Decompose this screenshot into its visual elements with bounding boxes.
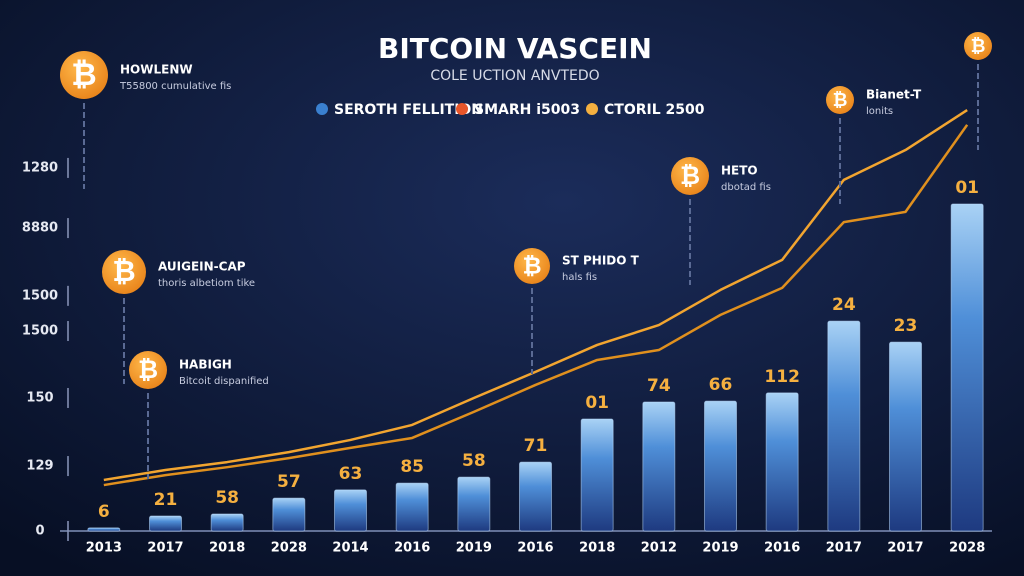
bar: [210, 513, 244, 532]
coin-icon: [964, 32, 992, 60]
coin-glyph: ₿: [71, 57, 96, 93]
annotation-title: ST PHIDO T: [562, 254, 640, 268]
coin-icon: [514, 248, 550, 284]
bar-label: 63: [339, 464, 363, 484]
bar: [87, 527, 121, 532]
x-tick-label: 2016: [517, 541, 553, 556]
annotation-title: HABIGH: [179, 358, 232, 372]
legend-swatch: [316, 103, 328, 115]
annotation-title: AUIGEIN-CAP: [158, 260, 246, 274]
coin-glyph: ₿: [522, 252, 541, 280]
bar: [580, 418, 614, 532]
bar: [395, 482, 429, 532]
chart-subtitle: COLE UCTION ANVTEDO: [430, 68, 599, 84]
x-tick-label: 2018: [209, 541, 245, 556]
y-tick-label: 1500: [22, 288, 58, 303]
legend-label: CTORIL 2500: [604, 102, 705, 118]
bar: [519, 461, 552, 532]
bar-label: 112: [764, 367, 800, 387]
x-tick-label: 2012: [641, 541, 677, 556]
x-tick-label: 2017: [147, 541, 183, 556]
coin-glyph: ₿: [971, 36, 986, 57]
legend-swatch: [456, 103, 468, 115]
legend-swatch: [586, 103, 598, 115]
x-tick-label: 2017: [826, 541, 862, 556]
x-tick-label: 2016: [764, 541, 800, 556]
legend-label: SEROTH FELLITION: [334, 102, 483, 118]
x-tick-label: 2014: [332, 541, 368, 556]
coin-glyph: ₿: [833, 90, 848, 111]
x-tick-label: 2028: [949, 541, 985, 556]
annotation-text: dbotad fis: [721, 182, 771, 193]
legend-label: SMARH i5003: [474, 102, 580, 118]
chart-title: BITCOIN VASCEIN: [378, 32, 652, 65]
coin-icon: [826, 86, 854, 114]
y-tick-label: 1280: [22, 160, 58, 175]
y-tick-label: 150: [26, 390, 53, 405]
annotation-text: thoris albetiom tike: [158, 278, 255, 289]
bar: [704, 400, 737, 532]
coin-glyph: ₿: [680, 161, 700, 190]
bar-label: 71: [524, 436, 548, 456]
x-tick-label: 2028: [271, 541, 307, 556]
annotation-title: Bianet-T: [866, 88, 922, 102]
bar-label: 57: [277, 472, 301, 492]
bar: [642, 401, 676, 532]
coin-icon: [129, 351, 167, 389]
bar-label: 6: [98, 502, 110, 522]
line: [103, 109, 968, 482]
bar-label: 85: [400, 457, 424, 477]
bar-label: 23: [894, 316, 918, 336]
bar: [334, 489, 367, 532]
bar-label: 66: [709, 375, 733, 395]
y-tick-label: 8880: [22, 221, 58, 236]
x-tick-label: 2019: [702, 541, 738, 556]
coin-glyph: ₿: [112, 254, 135, 288]
bar: [889, 341, 922, 532]
bar-label: 01: [585, 393, 609, 413]
x-tick-label: 2017: [887, 541, 923, 556]
bar: [457, 476, 491, 532]
line: [103, 124, 969, 487]
bar-label: 24: [832, 295, 856, 315]
coin-icon: [671, 157, 709, 195]
bar: [950, 203, 984, 532]
y-tick-label: 0: [35, 524, 44, 539]
bar: [827, 320, 861, 532]
coin-icon: [60, 51, 108, 99]
bar-label: 58: [215, 488, 239, 508]
annotation-text: hals fis: [562, 272, 597, 283]
x-tick-label: 2018: [579, 541, 615, 556]
bar-label: 21: [154, 490, 178, 510]
bar: [765, 392, 799, 532]
annotation-text: lonits: [866, 106, 893, 117]
y-tick-label: 129: [26, 459, 53, 474]
annotation-text: T55800 cumulative fis: [119, 81, 231, 92]
x-tick-label: 2019: [456, 541, 492, 556]
annotation-text: Bitcoit dispanified: [179, 376, 269, 387]
annotation-title: HETO: [721, 164, 758, 178]
bar-label: 74: [647, 376, 671, 396]
annotation-title: HOWLENW: [120, 63, 193, 77]
coin-glyph: ₿: [138, 355, 158, 384]
x-tick-label: 2013: [86, 541, 122, 556]
y-tick-label: 1500: [22, 324, 58, 339]
bar: [272, 497, 306, 532]
x-tick-label: 2016: [394, 541, 430, 556]
bar: [149, 515, 182, 532]
bar-label: 58: [462, 451, 486, 471]
bar-label: 01: [955, 178, 979, 198]
coin-icon: [102, 250, 146, 294]
